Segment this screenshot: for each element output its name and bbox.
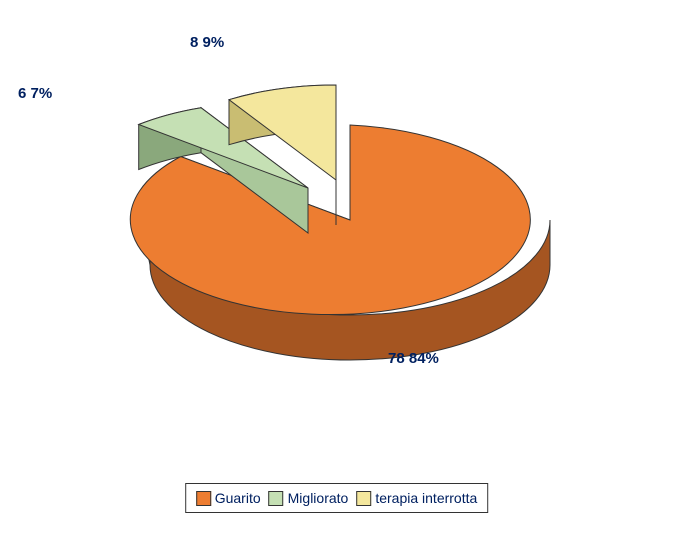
legend-item-terapia-interrotta: terapia interrotta xyxy=(356,490,477,506)
slice-guarito xyxy=(130,125,550,360)
legend-label: Guarito xyxy=(215,490,261,506)
pie-chart-container: 78 84% 6 7% 8 9% Guarito Migliorato tera… xyxy=(0,0,673,541)
legend-label: terapia interrotta xyxy=(375,490,477,506)
pie-chart xyxy=(60,30,600,410)
data-label-guarito: 78 84% xyxy=(388,350,439,367)
legend: Guarito Migliorato terapia interrotta xyxy=(185,483,489,513)
legend-swatch-guarito xyxy=(196,491,211,506)
pie-svg xyxy=(60,30,600,410)
legend-swatch-terapia-interrotta xyxy=(356,491,371,506)
legend-item-migliorato: Migliorato xyxy=(269,490,349,506)
data-label-terapia-interrotta: 8 9% xyxy=(190,34,224,51)
legend-swatch-migliorato xyxy=(269,491,284,506)
legend-label: Migliorato xyxy=(288,490,349,506)
data-label-migliorato: 6 7% xyxy=(18,85,52,102)
legend-item-guarito: Guarito xyxy=(196,490,261,506)
